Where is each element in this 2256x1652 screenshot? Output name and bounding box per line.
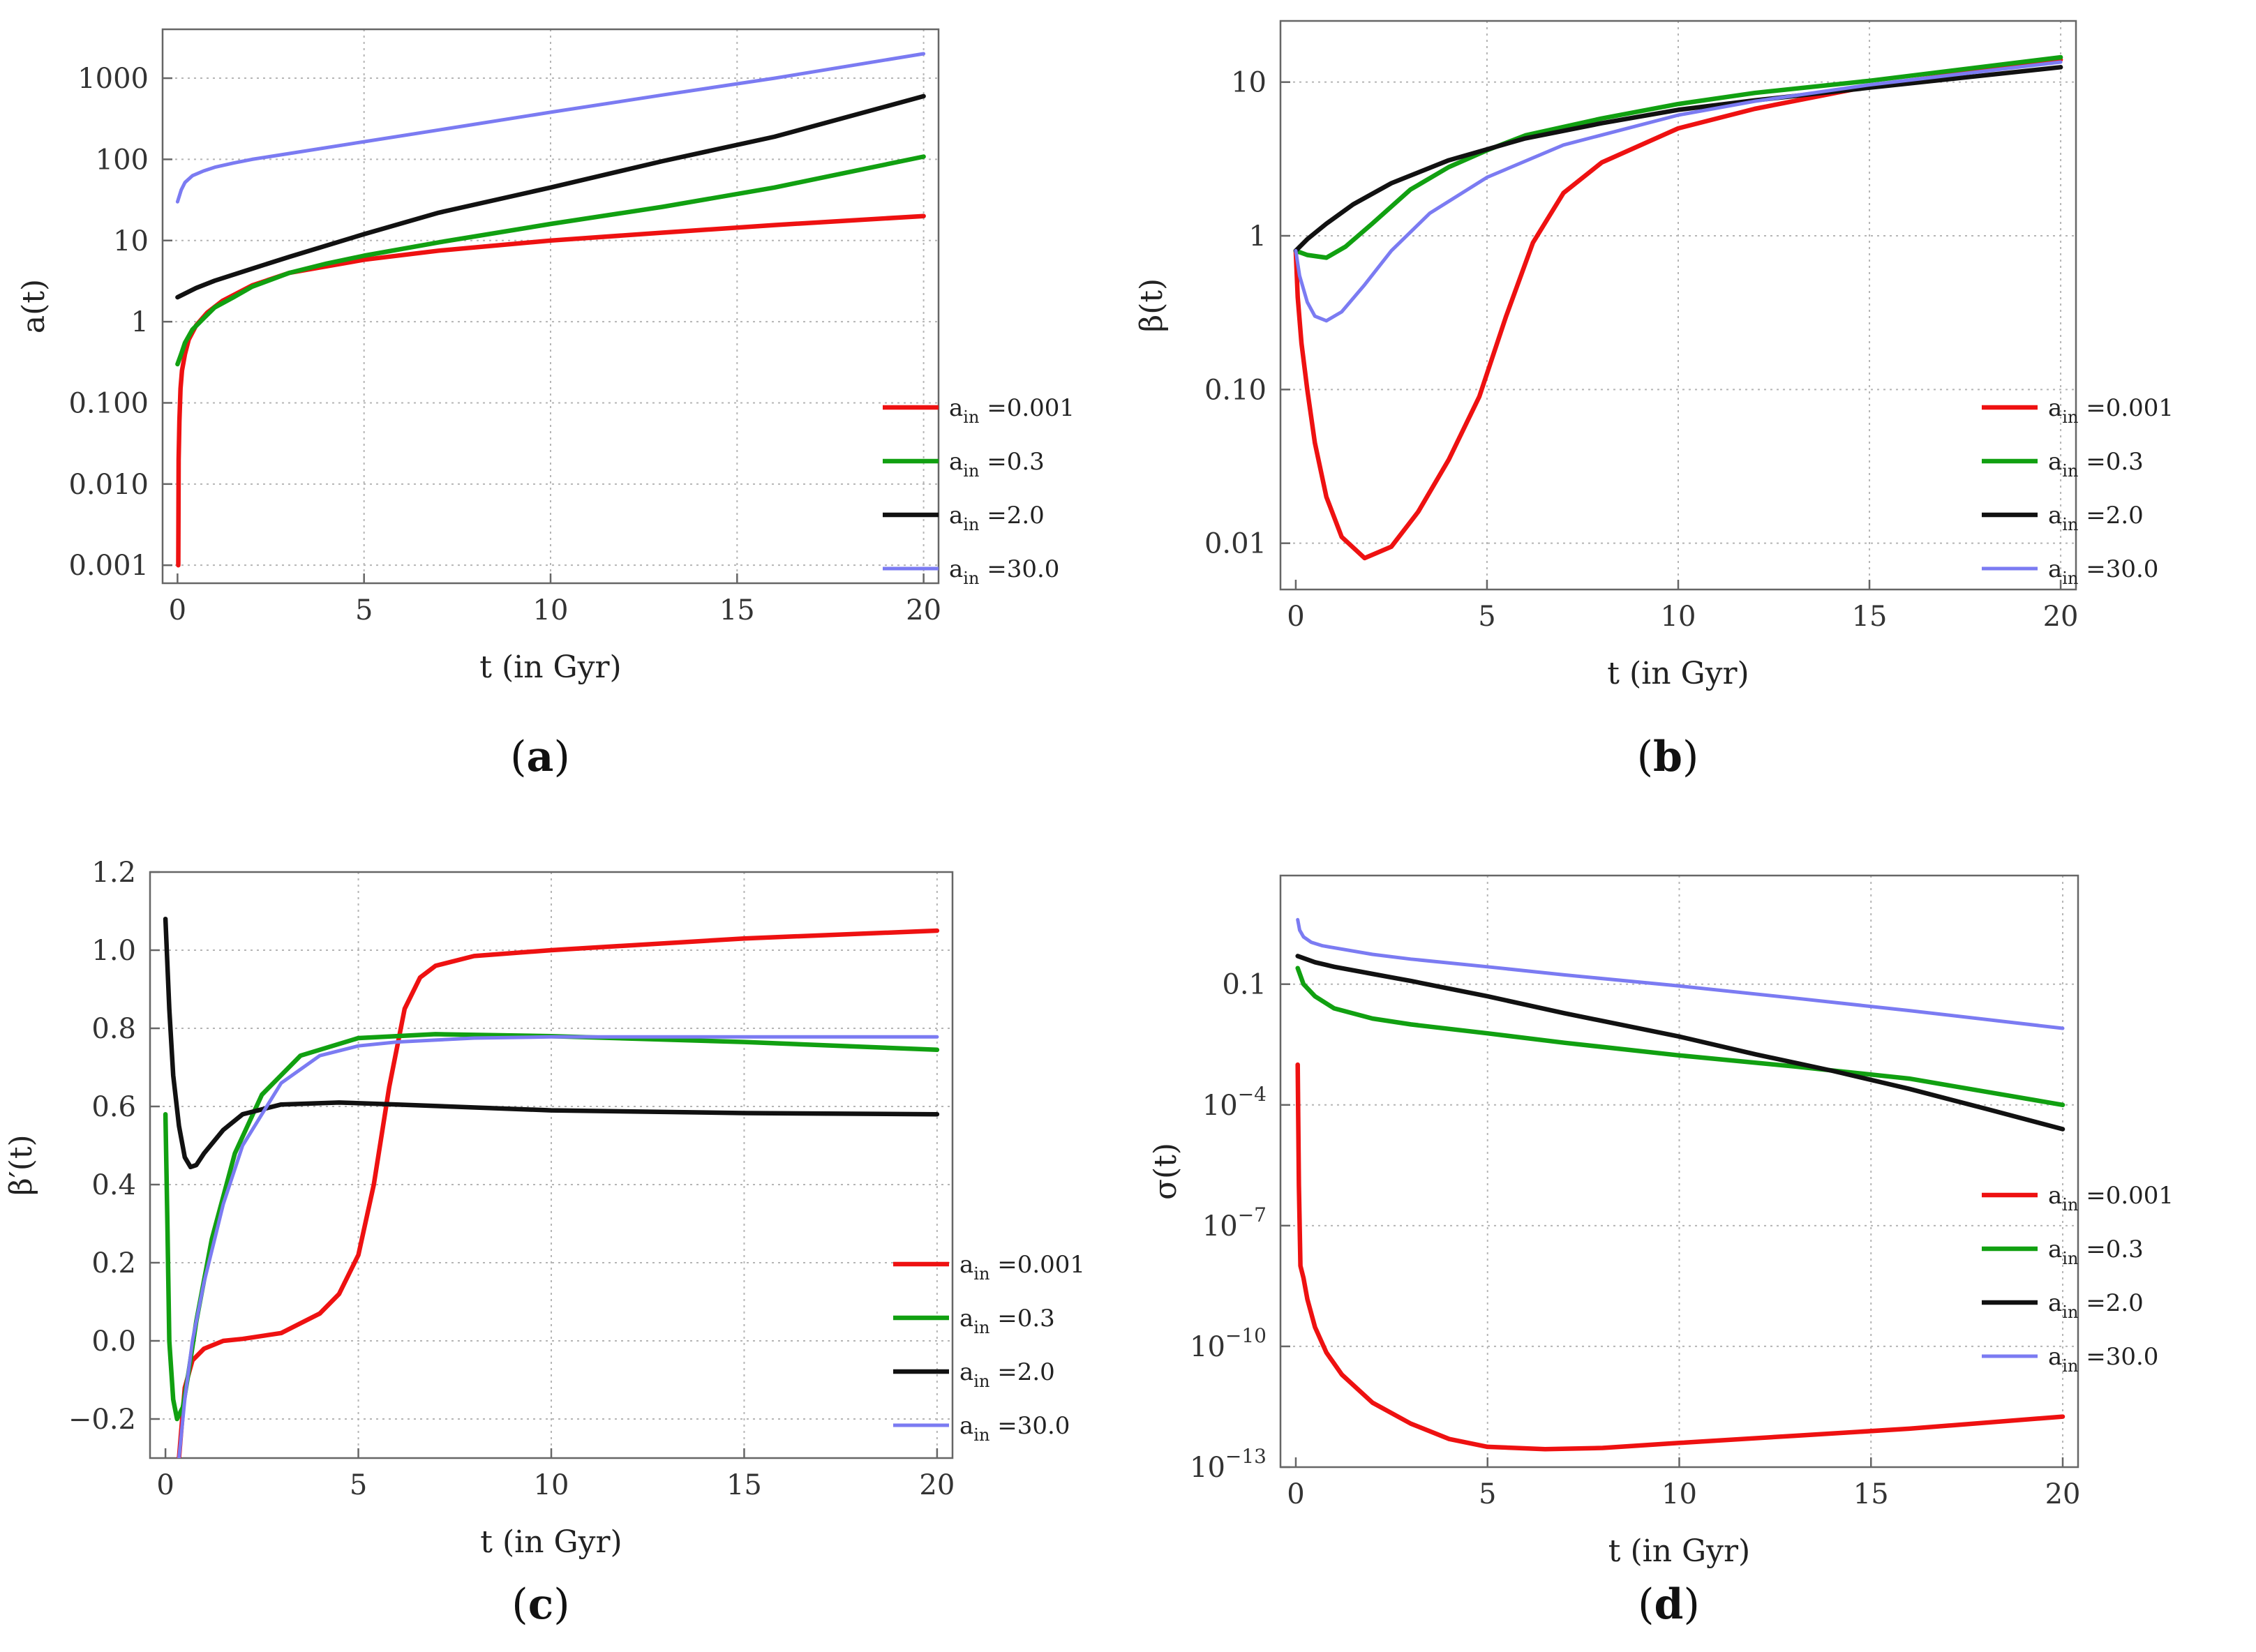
- y-tick-label: 0.8: [91, 1013, 136, 1045]
- series-line-3: [177, 1035, 939, 1458]
- y-tick-label: 100: [96, 144, 149, 176]
- x-tick-label: 20: [2043, 601, 2079, 633]
- series-line-3: [1294, 60, 2063, 323]
- series-line-1: [163, 1032, 940, 1422]
- y-axis-label: β(t): [1134, 278, 1170, 332]
- y-axis-label: σ(t): [1148, 1143, 1183, 1200]
- x-tick-label: 0: [1287, 601, 1304, 633]
- legend-entry: ain =0.3: [959, 1305, 1055, 1337]
- x-tick-label: 5: [1479, 1478, 1496, 1510]
- legend-entry: ain =2.0: [949, 502, 1045, 534]
- legend: ain =0.001 ain =0.3 ain =2.0 ain =30.0: [883, 394, 1075, 588]
- y-tick-label: 10−10: [1190, 1324, 1267, 1363]
- legend-entry: ain =30.0: [2048, 555, 2158, 588]
- x-tick-label: 10: [1661, 1478, 1697, 1510]
- legend: ain =0.001 ain =0.3 ain =2.0 ain =30.0: [1982, 1182, 2174, 1376]
- y-tick-label: 1: [131, 306, 149, 338]
- series-line-1: [1293, 54, 2063, 260]
- panel-label: (b): [1637, 733, 1699, 781]
- y-tick-label: 0.10: [1204, 374, 1267, 406]
- y-tick-label: 0.0: [91, 1326, 136, 1358]
- y-tick-label: 1.0: [91, 935, 136, 967]
- series-line-2: [175, 93, 926, 300]
- legend-entry: ain =0.3: [2048, 1236, 2144, 1268]
- panel-label: (c): [511, 1580, 569, 1629]
- y-tick-label: 0.100: [68, 387, 149, 419]
- x-axis-label: t (in Gyr): [480, 1524, 622, 1560]
- legend: ain =0.001 ain =0.3 ain =2.0 ain =30.0: [893, 1251, 1085, 1445]
- y-tick-label: 0.6: [91, 1091, 136, 1123]
- series-line-2: [163, 916, 940, 1170]
- x-tick-label: 15: [1852, 601, 1888, 633]
- y-tick-label: 10: [113, 225, 149, 257]
- legend-entry: ain =0.001: [2048, 1182, 2174, 1215]
- y-tick-label: 1000: [77, 63, 149, 95]
- x-tick-label: 5: [350, 1469, 367, 1501]
- x-tick-label: 20: [919, 1469, 955, 1501]
- legend-entry: ain =0.3: [949, 448, 1045, 481]
- y-tick-label: 0.4: [91, 1169, 136, 1201]
- legend: ain =0.001 ain =0.3 ain =2.0 ain =30.0: [1982, 394, 2174, 588]
- y-axis-label: a(t): [16, 279, 52, 333]
- panel-label: (d): [1638, 1580, 1700, 1629]
- x-tick-label: 15: [719, 594, 755, 626]
- x-tick-label: 0: [169, 594, 186, 626]
- y-tick-label: 1.2: [91, 857, 136, 889]
- x-tick-label: 0: [1287, 1478, 1304, 1510]
- series-line-2: [1295, 954, 2065, 1132]
- x-tick-label: 10: [533, 594, 569, 626]
- y-tick-label: 10−4: [1202, 1083, 1267, 1122]
- x-tick-label: 15: [726, 1469, 762, 1501]
- legend-entry: ain =30.0: [2048, 1343, 2158, 1376]
- x-axis-label: t (in Gyr): [1608, 1533, 1750, 1569]
- panel-c: 0 5 10 15 20 −0.2 0.0 0.2 0.4 0.6 0.8 1.0 1.2 ain =0.…: [3, 857, 1085, 1629]
- x-axis-label: t (in Gyr): [1607, 656, 1749, 691]
- y-axis-label: β′(t): [3, 1134, 39, 1195]
- panel-a: 0 5 10 15 20 0.001 0.010 0.100 1 10 100 1000 ain =0.…: [16, 28, 1075, 781]
- x-tick-label: 5: [1478, 601, 1495, 633]
- legend-entry: ain =30.0: [949, 555, 1059, 588]
- legend-entry: ain =2.0: [2048, 1289, 2144, 1322]
- y-tick-label: 0.01: [1204, 528, 1267, 560]
- y-tick-label: 1: [1249, 220, 1267, 253]
- legend-entry: ain =0.001: [949, 394, 1075, 427]
- legend-entry: ain =0.001: [959, 1251, 1085, 1284]
- y-tick-label: 0.1: [1222, 969, 1267, 1001]
- y-tick-label: 0.2: [91, 1247, 136, 1279]
- x-tick-label: 20: [2045, 1478, 2081, 1510]
- legend-entry: ain =0.3: [2048, 448, 2144, 481]
- series-line-0: [1293, 57, 2063, 561]
- legend-entry: ain =2.0: [2048, 502, 2144, 534]
- legend-entry: ain =0.001: [2048, 394, 2174, 427]
- x-axis-label: t (in Gyr): [479, 649, 621, 685]
- y-tick-label: −0.2: [68, 1404, 136, 1436]
- y-tick-label: 10−13: [1190, 1445, 1267, 1484]
- legend-entry: ain =2.0: [959, 1358, 1055, 1391]
- series-line-0: [177, 928, 940, 1458]
- series-line-3: [1296, 917, 2065, 1030]
- y-tick-label: 0.010: [68, 469, 149, 501]
- x-tick-label: 20: [906, 594, 941, 626]
- y-tick-label: 10: [1231, 67, 1267, 99]
- x-tick-label: 10: [1661, 601, 1696, 633]
- series-line-1: [175, 154, 926, 367]
- panel-label: (a): [510, 733, 570, 781]
- x-tick-label: 15: [1853, 1478, 1889, 1510]
- series-line-3: [175, 52, 926, 204]
- y-tick-label: 0.001: [68, 550, 149, 582]
- x-tick-label: 0: [156, 1469, 174, 1501]
- series-line-0: [1295, 1062, 2065, 1452]
- x-tick-label: 5: [355, 594, 373, 626]
- y-tick-label: 10−7: [1202, 1203, 1267, 1242]
- legend-entry: ain =30.0: [959, 1412, 1070, 1445]
- x-tick-label: 10: [534, 1469, 569, 1501]
